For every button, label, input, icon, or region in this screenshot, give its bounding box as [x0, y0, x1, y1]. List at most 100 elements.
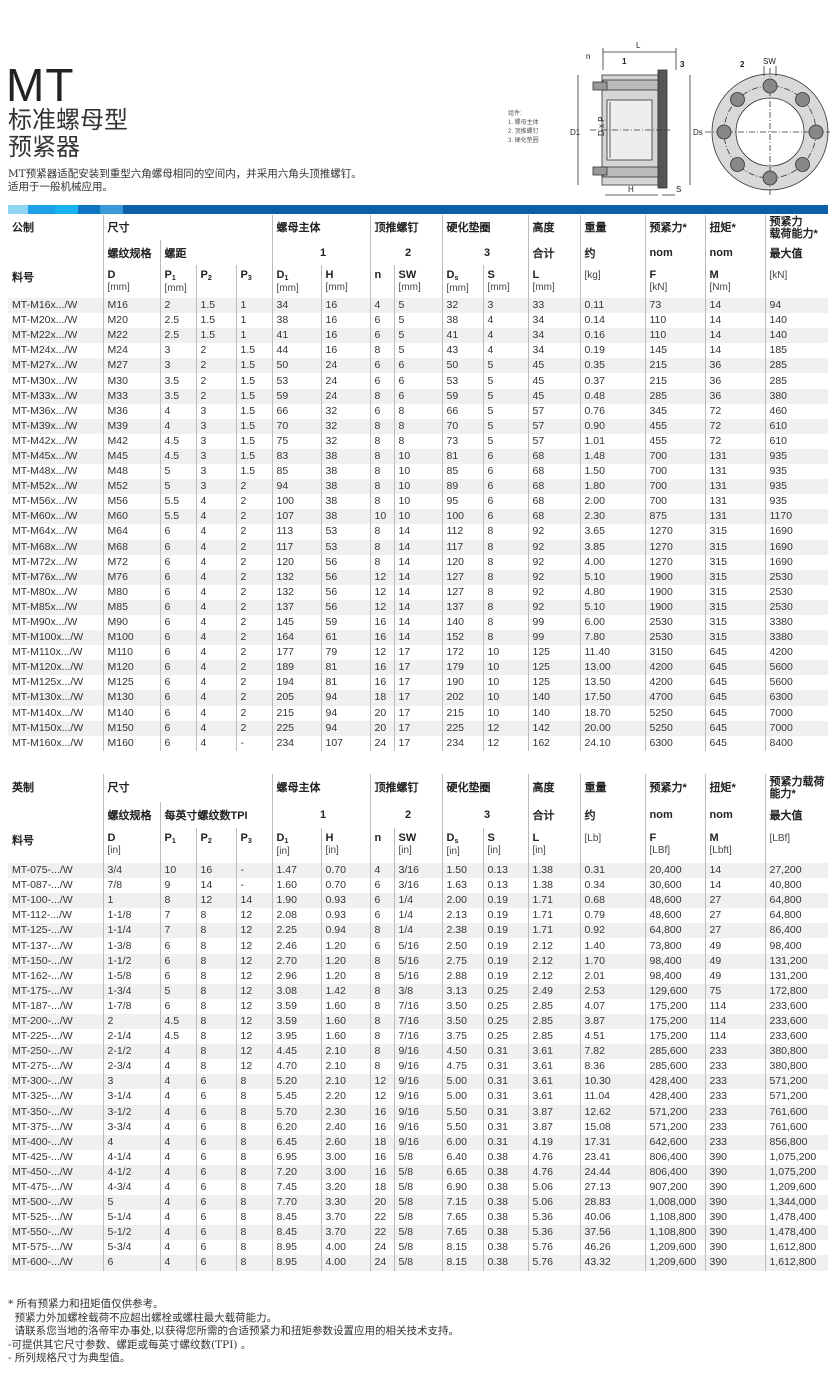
value-cell: 6300 — [764, 690, 828, 706]
value-cell: 36 — [704, 358, 765, 374]
value-cell: 10 — [482, 660, 528, 676]
value-cell: 285 — [764, 358, 828, 374]
value-cell: 17 — [393, 675, 442, 691]
value-cell: 1/4 — [393, 923, 442, 939]
value-cell: 455 — [644, 418, 705, 434]
column-unit: [in] — [276, 846, 290, 857]
value-cell: 27 — [704, 908, 765, 924]
part-number-cell: MT-M56x.../W — [12, 495, 78, 508]
column-header: H [in] — [320, 828, 370, 863]
value-cell: 45 — [527, 388, 580, 404]
value-cell: 5.45 — [271, 1089, 321, 1105]
value-cell: 645 — [704, 705, 765, 721]
value-cell: 53 — [271, 373, 321, 389]
value-cell: 6 — [159, 690, 196, 706]
value-cell: 8 — [393, 433, 442, 449]
value-cell: M72 — [102, 554, 160, 570]
value-cell: 0.35 — [579, 358, 645, 374]
value-cell: 2.38 — [441, 923, 483, 939]
value-cell: 114 — [704, 1029, 765, 1045]
value-cell: 1-1/4 — [102, 923, 160, 939]
value-cell: 4 — [159, 1210, 196, 1226]
value-cell: 5600 — [764, 660, 828, 676]
value-cell: 3/8 — [393, 983, 442, 999]
value-cell: 1-3/4 — [102, 983, 160, 999]
product-subtitle-line2: 预紧器 — [8, 134, 80, 161]
value-cell: 5.70 — [271, 1104, 321, 1120]
value-cell: 92 — [527, 524, 580, 540]
value-cell: 6 — [159, 539, 196, 555]
table-row: MT-225-.../W 2-1/4 4.5 8 12 3.95 1.60 8 7/16 3.75… — [8, 1029, 828, 1045]
value-cell: 0.19 — [482, 953, 528, 969]
part-number-cell: MT-450-.../W — [8, 1164, 103, 1180]
column-symbol: SW — [398, 832, 417, 844]
value-cell: 2 — [159, 298, 196, 314]
value-cell: 6 — [159, 675, 196, 691]
value-cell: 177 — [271, 645, 321, 661]
value-cell: 1170 — [764, 509, 828, 525]
table-row: MT-M110x.../W M110 6 4 2 177 79 12 17 172 10 125 11.… — [8, 645, 828, 661]
value-cell: 0.25 — [482, 1013, 528, 1030]
value-cell: 2.00 — [579, 494, 645, 510]
value-cell: 16 — [369, 675, 394, 691]
value-cell: 1,344,000 — [764, 1195, 828, 1211]
value-cell: 20.00 — [579, 720, 645, 736]
value-cell: 70 — [271, 418, 321, 434]
value-cell: 8 — [482, 630, 528, 646]
value-cell: 2.70 — [271, 953, 321, 969]
value-cell: 935 — [764, 448, 828, 465]
value-cell: 6.45 — [271, 1134, 321, 1150]
column-header: [LBf] — [764, 828, 828, 863]
value-cell: 6 — [159, 614, 196, 631]
header-subgroup-cell: 2 — [369, 802, 442, 828]
value-cell: 75 — [704, 983, 765, 999]
value-cell: 234 — [271, 735, 321, 751]
value-cell: 3.30 — [320, 1195, 370, 1211]
value-cell: 1.5 — [195, 313, 236, 329]
part-number-cell: MT-M42x.../W — [12, 434, 78, 447]
column-unit — [375, 282, 394, 293]
value-cell: 17 — [393, 660, 442, 676]
value-cell: 27.13 — [579, 1179, 645, 1196]
value-cell: 390 — [704, 1164, 765, 1180]
column-unit — [165, 846, 196, 857]
value-cell: 12 — [235, 908, 272, 924]
value-cell: 0.31 — [482, 1134, 528, 1150]
value-cell: 6.95 — [271, 1149, 321, 1165]
part-number-cell: MT-250-.../W — [8, 1044, 103, 1060]
value-cell: 6 — [482, 494, 528, 510]
column-unit: [Nm] — [709, 282, 731, 293]
value-cell: 45 — [527, 373, 580, 389]
value-cell: 4.75 — [441, 1059, 483, 1075]
value-cell: 92 — [527, 584, 580, 600]
value-cell: 72 — [704, 433, 765, 449]
column-header: P3 — [235, 828, 272, 863]
value-cell: 99 — [527, 630, 580, 646]
value-cell: 5.06 — [527, 1195, 580, 1211]
value-cell: 0.31 — [482, 1119, 528, 1135]
column-symbol: S — [487, 832, 495, 844]
value-cell: 2.5 — [159, 313, 196, 329]
value-cell: 17 — [393, 690, 442, 706]
column-header: SW [mm] — [393, 265, 442, 298]
value-cell: 1.50 — [579, 464, 645, 480]
column-symbol: D — [107, 832, 116, 844]
table-row: MT-M90x.../W M90 6 4 2 145 59 16 14 140 8 99 6.00 253… — [8, 614, 828, 631]
value-cell: M160 — [102, 735, 160, 751]
value-cell: 20 — [369, 1195, 394, 1211]
header-group-cell: 重量 — [579, 774, 645, 802]
header-subgroup-cell: nom — [704, 802, 765, 828]
part-number-cell: MT-M60x.../W — [8, 509, 103, 525]
value-cell: 131 — [704, 509, 765, 525]
value-cell: 1-7/8 — [102, 998, 160, 1014]
value-cell: 3.61 — [527, 1044, 580, 1060]
value-cell: 2 — [235, 614, 272, 631]
value-cell: 2 — [235, 690, 272, 706]
value-cell: 114 — [704, 998, 765, 1014]
value-cell: 24 — [369, 735, 394, 751]
value-cell: 4 — [195, 599, 236, 615]
value-cell: 645 — [704, 735, 765, 751]
value-cell: 48,600 — [644, 893, 705, 909]
value-cell: 8 — [369, 448, 394, 465]
value-cell: 8 — [195, 938, 236, 954]
